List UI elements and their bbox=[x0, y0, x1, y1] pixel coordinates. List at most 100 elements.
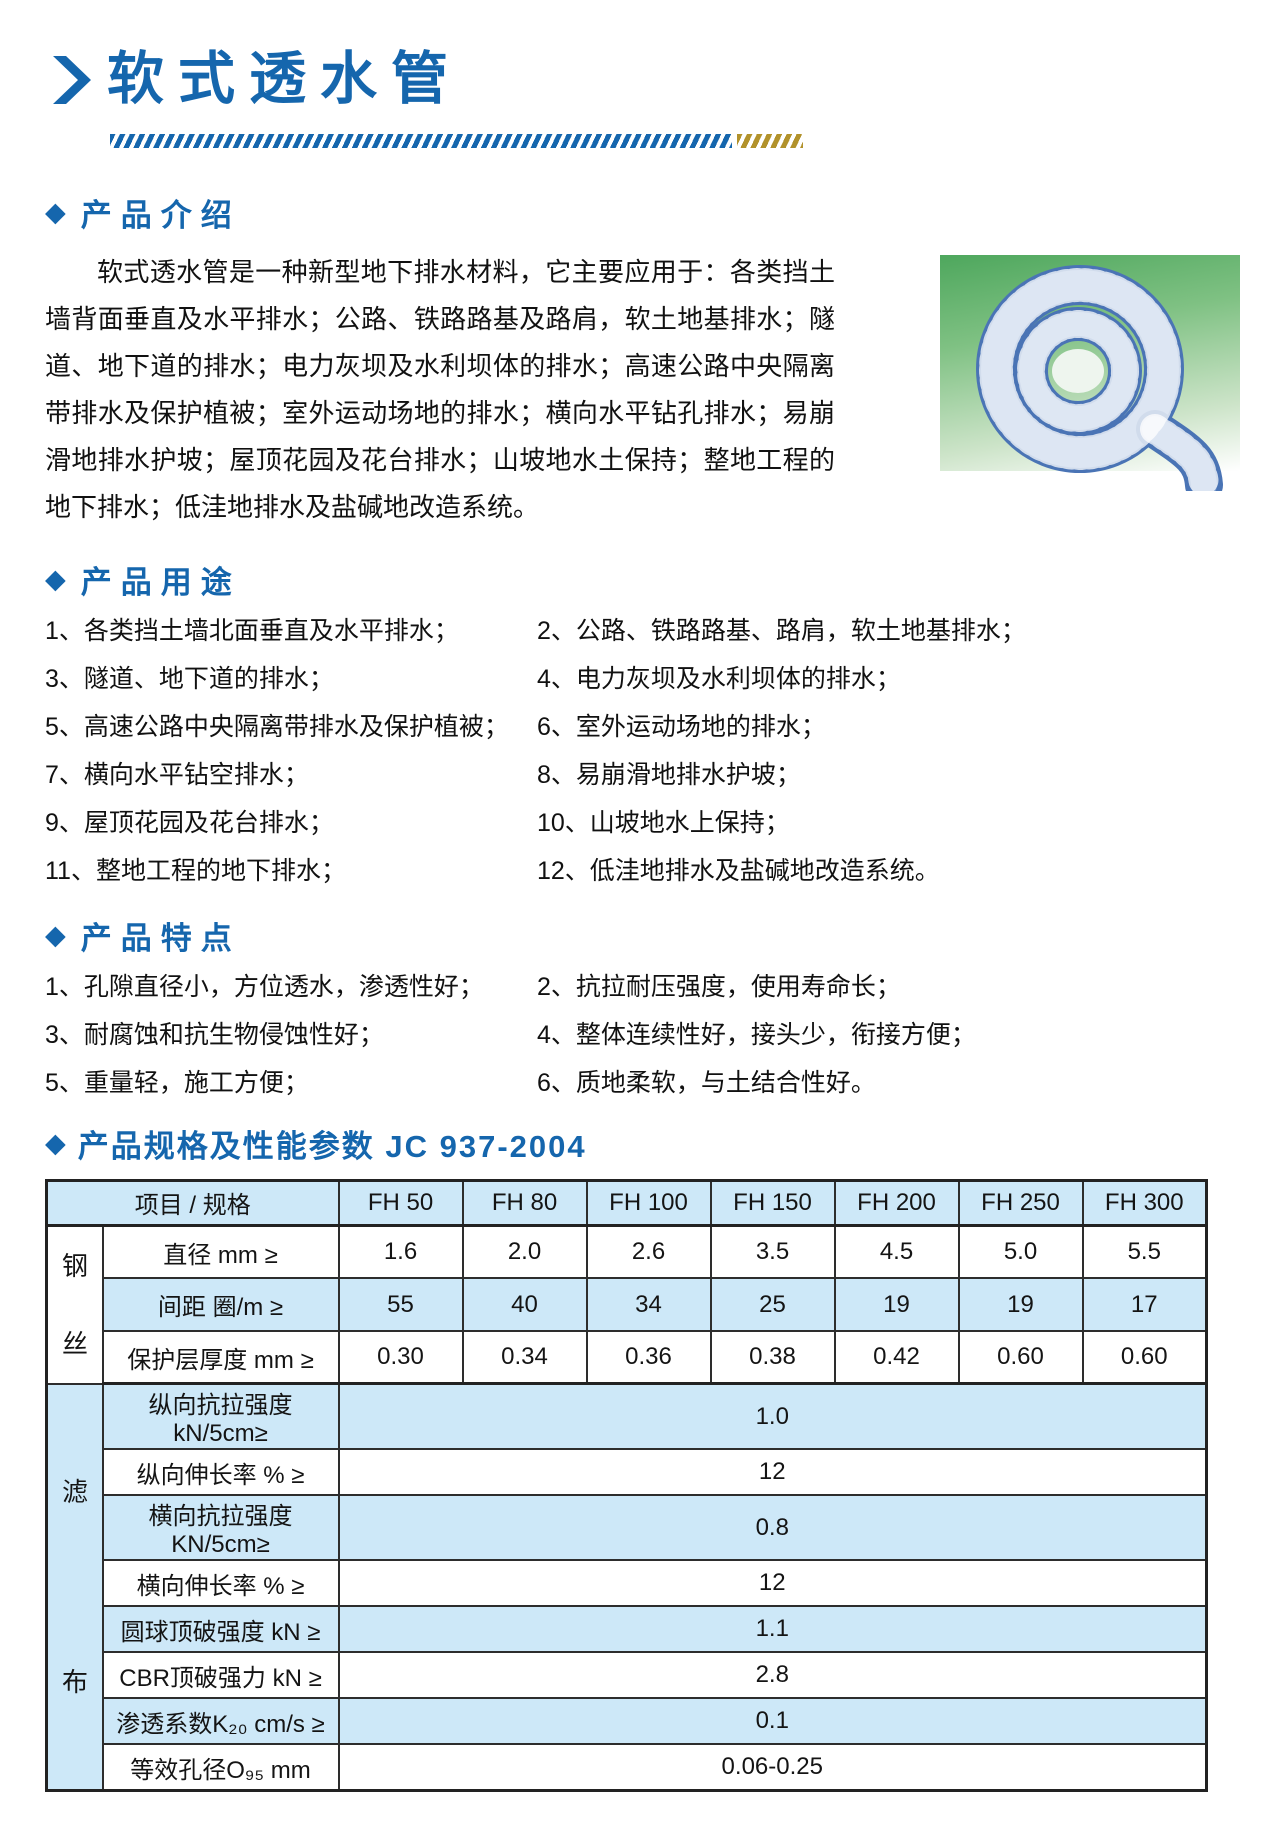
cell-value-merged: 0.06-0.25 bbox=[337, 1743, 1208, 1792]
usage-list: 1、各类挡土墙北面垂直及水平排水； 2、公路、铁路路基、路肩，软土地基排水； 3… bbox=[45, 616, 1240, 885]
list-item: 2、公路、铁路路基、路肩，软土地基排水； bbox=[537, 616, 1026, 645]
features-list: 1、孔隙直径小，方位透水，渗透性好； 2、抗拉耐压强度，使用寿命长； 3、耐腐蚀… bbox=[45, 972, 1240, 1097]
usage-heading-text: 产品用途 bbox=[80, 564, 241, 600]
list-item: 5、重量轻，施工方便； bbox=[45, 1068, 309, 1097]
list-item: 4、电力灰坝及水利坝体的排水； bbox=[537, 664, 901, 693]
cell-value-merged: 2.8 bbox=[337, 1651, 1208, 1700]
cell-value-merged: 0.8 bbox=[337, 1494, 1208, 1562]
column-header: FH 300 bbox=[1081, 1179, 1208, 1227]
column-header: FH 200 bbox=[833, 1179, 960, 1227]
column-header: FH 100 bbox=[585, 1179, 712, 1227]
coiled-pipe-illustration bbox=[976, 264, 1223, 491]
page-title: 软式透水管 bbox=[107, 47, 462, 111]
specs-section-heading: ◆ 产品规格及性能参数 JC 937-2004 bbox=[45, 1121, 1240, 1166]
cell-value-merged: 12 bbox=[337, 1559, 1208, 1608]
hatched-divider-gold bbox=[737, 133, 803, 148]
cell-value: 5.0 bbox=[957, 1224, 1084, 1280]
column-header: FH 80 bbox=[461, 1179, 588, 1227]
usage-section-heading: ◆ 产品用途 bbox=[45, 557, 1240, 602]
list-item: 7、横向水平钻空排水； bbox=[45, 760, 309, 789]
list-item: 1、孔隙直径小，方位透水，渗透性好； bbox=[45, 972, 484, 1001]
cell-value-merged: 12 bbox=[337, 1448, 1208, 1497]
table-row: 渗透系数K₂₀ cm/s ≥ 0.1 bbox=[47, 1697, 1208, 1746]
column-header: FH 250 bbox=[957, 1179, 1084, 1227]
cell-value: 0.60 bbox=[957, 1329, 1084, 1386]
cell-value-merged: 0.1 bbox=[337, 1697, 1208, 1746]
row-label: 保护层厚度 mm ≥ bbox=[101, 1329, 340, 1386]
row-label: 纵向抗拉强度 kN/5cm≥ bbox=[101, 1382, 340, 1451]
table-row: 间距 圈/m ≥ 55 40 34 25 19 19 17 bbox=[47, 1277, 1208, 1332]
diamond-bullet-icon: ◆ bbox=[45, 196, 66, 227]
cell-value: 1.6 bbox=[337, 1224, 464, 1280]
list-item: 1、各类挡土墙北面垂直及水平排水； bbox=[45, 616, 459, 645]
column-header: FH 150 bbox=[709, 1179, 836, 1227]
cell-value: 0.34 bbox=[461, 1329, 588, 1386]
diamond-bullet-icon: ◆ bbox=[45, 1127, 66, 1158]
cell-value: 17 bbox=[1081, 1277, 1208, 1332]
cell-value: 0.42 bbox=[833, 1329, 960, 1386]
table-row: 横向伸长率 % ≥ 12 bbox=[47, 1559, 1208, 1608]
cell-value: 0.60 bbox=[1081, 1329, 1208, 1386]
cell-value: 4.5 bbox=[833, 1224, 960, 1280]
table-header-label: 项目 / 规格 bbox=[45, 1179, 340, 1227]
row-label: 直径 mm ≥ bbox=[101, 1224, 340, 1280]
row-label: 纵向伸长率 % ≥ bbox=[101, 1448, 340, 1497]
cell-value: 3.5 bbox=[709, 1224, 836, 1280]
cell-value: 2.0 bbox=[461, 1224, 588, 1280]
table-row: 圆球顶破强度 kN ≥ 1.1 bbox=[47, 1605, 1208, 1654]
table-row: 纵向伸长率 % ≥ 12 bbox=[47, 1448, 1208, 1497]
specs-table: 项目 / 规格 FH 50 FH 80 FH 100 FH 150 FH 200… bbox=[45, 1178, 1209, 1793]
intro-content: 软式透水管是一种新型地下排水材料，它主要应用于：各类挡土墙背面垂直及水平排水；公… bbox=[45, 249, 1240, 531]
cell-value: 0.38 bbox=[709, 1329, 836, 1386]
specs-heading-text: 产品规格及性能参数 JC 937-2004 bbox=[77, 1128, 587, 1164]
cell-value: 0.30 bbox=[337, 1329, 464, 1386]
features-heading-text: 产品特点 bbox=[80, 920, 241, 956]
list-item: 9、屋顶花园及花台排水； bbox=[45, 808, 334, 837]
intro-section-heading: ◆ 产品介绍 bbox=[45, 190, 1240, 235]
list-item: 3、耐腐蚀和抗生物侵蚀性好； bbox=[45, 1020, 384, 1049]
product-photo bbox=[940, 254, 1240, 491]
list-item: 3、隧道、地下道的排水； bbox=[45, 664, 334, 693]
row-label: CBR顶破强力 kN ≥ bbox=[101, 1651, 340, 1700]
row-label: 横向伸长率 % ≥ bbox=[101, 1559, 340, 1608]
table-row: 钢丝 直径 mm ≥ 1.6 2.0 2.6 3.5 4.5 5.0 5.5 bbox=[45, 1224, 1208, 1385]
cell-value: 5.5 bbox=[1081, 1224, 1208, 1280]
cell-value-merged: 1.1 bbox=[337, 1605, 1208, 1654]
list-item: 2、抗拉耐压强度，使用寿命长； bbox=[537, 972, 901, 1001]
row-label: 横向抗拉强度 KN/5cm≥ bbox=[101, 1494, 340, 1562]
cell-value: 0.36 bbox=[585, 1329, 712, 1386]
column-header: FH 50 bbox=[337, 1179, 464, 1227]
list-item: 6、质地柔软，与土结合性好。 bbox=[537, 1068, 876, 1097]
cell-value: 34 bbox=[585, 1277, 712, 1332]
list-item: 11、整地工程的地下排水； bbox=[45, 856, 346, 885]
diamond-bullet-icon: ◆ bbox=[45, 563, 66, 594]
intro-paragraph: 软式透水管是一种新型地下排水材料，它主要应用于：各类挡土墙背面垂直及水平排水；公… bbox=[45, 256, 835, 522]
list-item: 8、易崩滑地排水护坡； bbox=[537, 760, 801, 789]
list-item: 12、低洼地排水及盐碱地改造系统。 bbox=[537, 856, 940, 885]
list-item: 10、山坡地水上保持； bbox=[537, 808, 790, 837]
row-group-filter-cloth: 滤布 bbox=[45, 1382, 104, 1792]
cell-value: 19 bbox=[957, 1277, 1084, 1332]
table-row: CBR顶破强力 kN ≥ 2.8 bbox=[47, 1651, 1208, 1700]
row-label: 间距 圈/m ≥ bbox=[101, 1277, 340, 1332]
table-row: 等效孔径O₉₅ mm 0.06-0.25 bbox=[47, 1743, 1208, 1792]
cell-value: 2.6 bbox=[585, 1224, 712, 1280]
list-item: 5、高速公路中央隔离带排水及保护植被； bbox=[45, 712, 509, 741]
title-arrow-icon bbox=[53, 55, 91, 104]
cell-value-merged: 1.0 bbox=[337, 1382, 1208, 1451]
hatched-divider-blue bbox=[110, 133, 732, 148]
row-group-steel-wire: 钢丝 bbox=[45, 1224, 104, 1385]
intro-heading-text: 产品介绍 bbox=[80, 197, 241, 233]
cell-value: 40 bbox=[461, 1277, 588, 1332]
list-item: 6、室外运动场地的排水； bbox=[537, 712, 826, 741]
page-title-row: 软式透水管 bbox=[53, 47, 1240, 111]
cell-value: 19 bbox=[833, 1277, 960, 1332]
row-label: 等效孔径O₉₅ mm bbox=[101, 1743, 340, 1792]
list-item: 4、整体连续性好，接头少，衔接方便； bbox=[537, 1020, 976, 1049]
row-label: 圆球顶破强度 kN ≥ bbox=[101, 1605, 340, 1654]
cell-value: 25 bbox=[709, 1277, 836, 1332]
row-label: 渗透系数K₂₀ cm/s ≥ bbox=[101, 1697, 340, 1746]
cell-value: 55 bbox=[337, 1277, 464, 1332]
table-header-row: 项目 / 规格 FH 50 FH 80 FH 100 FH 150 FH 200… bbox=[45, 1179, 1208, 1227]
